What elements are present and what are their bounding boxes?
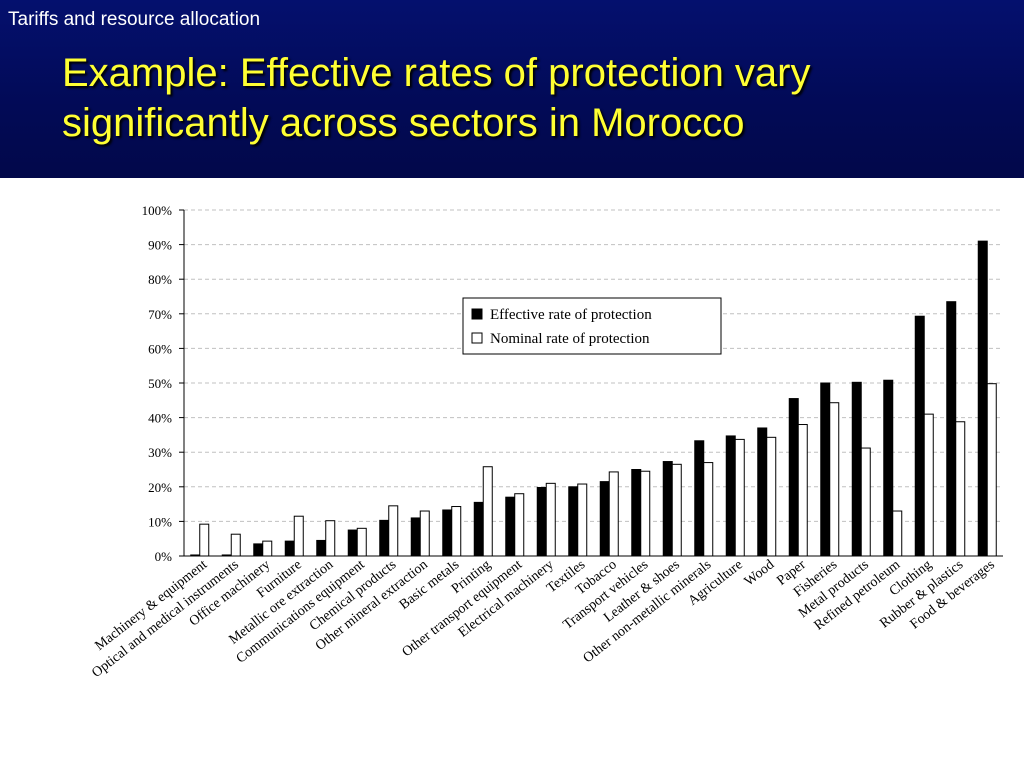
bar-effective bbox=[631, 469, 642, 557]
bar-effective bbox=[505, 496, 516, 557]
bar-nominal bbox=[514, 493, 525, 557]
bar-nominal bbox=[199, 523, 210, 557]
bar-effective bbox=[851, 381, 862, 557]
bar-effective bbox=[316, 539, 327, 557]
bar-nominal bbox=[482, 466, 493, 557]
y-tick-label: 70% bbox=[148, 307, 172, 322]
bar-nominal bbox=[923, 413, 934, 557]
bar-effective bbox=[757, 427, 768, 557]
bar-effective bbox=[442, 509, 453, 557]
bar-effective bbox=[946, 301, 957, 557]
bar-chart: 0%10%20%30%40%50%60%70%80%90%100%Machine… bbox=[89, 203, 1003, 681]
bar-effective bbox=[379, 519, 390, 557]
bar-effective bbox=[725, 435, 736, 557]
bar-effective bbox=[820, 382, 831, 557]
y-tick-label: 0% bbox=[155, 549, 173, 564]
bar-nominal bbox=[986, 383, 997, 557]
bar-nominal bbox=[671, 463, 682, 557]
bar-nominal bbox=[797, 424, 808, 557]
bar-effective bbox=[568, 486, 579, 557]
legend-label: Effective rate of protection bbox=[490, 307, 652, 323]
section-label: Tariffs and resource allocation bbox=[8, 9, 261, 30]
bar-effective bbox=[473, 501, 484, 557]
legend-label: Nominal rate of protection bbox=[490, 331, 650, 347]
bar-effective bbox=[536, 486, 547, 557]
bar-effective bbox=[253, 543, 264, 557]
bar-effective bbox=[190, 554, 201, 557]
bar-nominal bbox=[703, 462, 714, 557]
bar-effective bbox=[599, 481, 610, 557]
legend-box bbox=[462, 297, 722, 355]
bar-nominal bbox=[293, 515, 304, 557]
bar-nominal bbox=[766, 436, 777, 557]
bar-nominal bbox=[545, 482, 556, 557]
chart-area: 0% 10% 20% 30% 40% 50% 60% 70% 80% 90% 100% Machine… bbox=[0, 178, 1024, 768]
bar-nominal bbox=[325, 520, 336, 557]
bar-nominal bbox=[388, 505, 399, 557]
bar-effective bbox=[410, 517, 421, 557]
bar-nominal bbox=[955, 421, 966, 557]
y-tick-label: 90% bbox=[148, 238, 172, 253]
bar-nominal bbox=[419, 510, 430, 557]
y-tick-label: 10% bbox=[148, 514, 172, 529]
bar-nominal bbox=[892, 510, 903, 557]
bar-nominal bbox=[860, 447, 871, 557]
bar-nominal bbox=[829, 402, 840, 557]
bar-nominal bbox=[577, 483, 588, 557]
y-tick-label: 60% bbox=[148, 341, 172, 356]
bar-effective bbox=[347, 529, 358, 557]
bar-effective bbox=[977, 240, 988, 557]
y-tick-label: 20% bbox=[148, 480, 172, 495]
bar-nominal bbox=[262, 540, 273, 557]
bar-effective bbox=[883, 379, 894, 557]
bar-nominal bbox=[230, 533, 241, 557]
y-tick-label: 50% bbox=[148, 376, 172, 391]
x-tick-label: Optical and medical instruments bbox=[89, 557, 241, 681]
legend-swatch-effective bbox=[471, 308, 483, 320]
bar-nominal bbox=[356, 527, 367, 557]
bar-effective bbox=[221, 554, 232, 557]
bar-nominal bbox=[640, 470, 651, 557]
bar-effective bbox=[914, 315, 925, 557]
bar-nominal bbox=[608, 471, 619, 557]
legend-swatch-nominal bbox=[471, 332, 483, 344]
bar-nominal bbox=[451, 506, 462, 557]
y-tick-label: 30% bbox=[148, 445, 172, 460]
y-tick-label: 100% bbox=[142, 203, 173, 218]
slide-header: Tariffs and resource allocation Example:… bbox=[0, 0, 1024, 178]
bar-effective bbox=[788, 398, 799, 557]
bar-effective bbox=[694, 440, 705, 557]
bar-effective bbox=[662, 461, 673, 557]
y-tick-label: 80% bbox=[148, 272, 172, 287]
bar-effective bbox=[284, 540, 295, 557]
x-tick-label: Wood bbox=[742, 557, 777, 589]
slide-title: Example: Effective rates of protection v… bbox=[62, 51, 811, 145]
y-tick-label: 40% bbox=[148, 411, 172, 426]
bar-nominal bbox=[734, 438, 745, 557]
